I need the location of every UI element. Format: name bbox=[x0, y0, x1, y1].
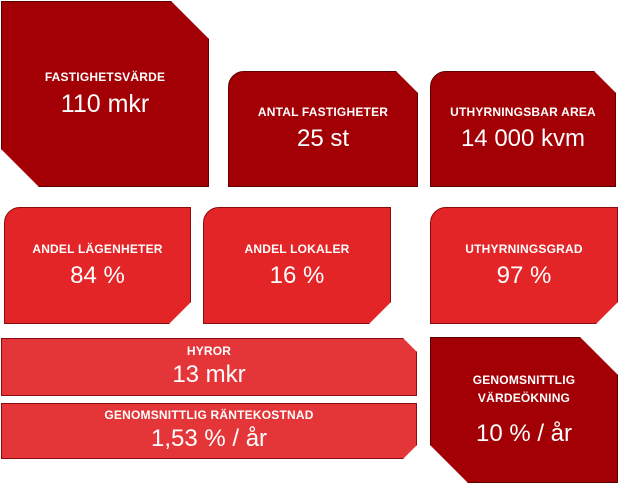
tile-uthyrningsbar-area: UTHYRNINGSBAR AREA 14 000 kvm bbox=[430, 71, 616, 187]
tile-value: 1,53 % / år bbox=[150, 425, 268, 452]
tile-antal-fastigheter: ANTAL FASTIGHETER 25 st bbox=[228, 71, 418, 187]
tile-value: 13 mkr bbox=[172, 361, 246, 388]
tile-value: 10 % / år bbox=[475, 420, 573, 447]
tile-value: 110 mkr bbox=[60, 90, 150, 118]
tile-label: ANDEL LÄGENHETER bbox=[32, 241, 163, 256]
tile-value: 16 % bbox=[269, 261, 325, 289]
tile-andel-lokaler: ANDEL LOKALER 16 % bbox=[203, 207, 391, 324]
tile-label: GENOMSNITTLIG RÄNTEKOSTNAD bbox=[104, 408, 314, 422]
tile-value: 84 % bbox=[70, 261, 125, 289]
tile-label: UTHYRNINGSGRAD bbox=[465, 241, 583, 256]
tile-andel-lagenheter: ANDEL LÄGENHETER 84 % bbox=[4, 207, 191, 324]
tile-label: UTHYRNINGSBAR AREA bbox=[450, 105, 596, 119]
tile-hyror: HYROR 13 mkr bbox=[1, 338, 417, 396]
tile-label: HYROR bbox=[186, 344, 232, 358]
tile-label: FASTIGHETSVÄRDE bbox=[44, 70, 166, 84]
tile-value: 14 000 kvm bbox=[460, 125, 586, 152]
tile-label-line2: VÄRDEÖKNING bbox=[477, 391, 571, 405]
tile-rantekostnad: GENOMSNITTLIG RÄNTEKOSTNAD 1,53 % / år bbox=[1, 403, 417, 459]
tile-label: ANDEL LOKALER bbox=[244, 241, 350, 256]
tile-label: ANTAL FASTIGHETER bbox=[257, 105, 389, 119]
tile-label-line1: GENOMSNITTLIG bbox=[472, 373, 576, 387]
tile-fastighetsvarde: FASTIGHETSVÄRDE 110 mkr bbox=[1, 1, 209, 187]
tile-value: 97 % bbox=[496, 261, 552, 289]
tile-value: 25 st bbox=[296, 125, 350, 152]
tile-vardeokning: GENOMSNITTLIG VÄRDEÖKNING 10 % / år bbox=[430, 337, 618, 483]
tile-uthyrningsgrad: UTHYRNINGSGRAD 97 % bbox=[430, 207, 618, 324]
